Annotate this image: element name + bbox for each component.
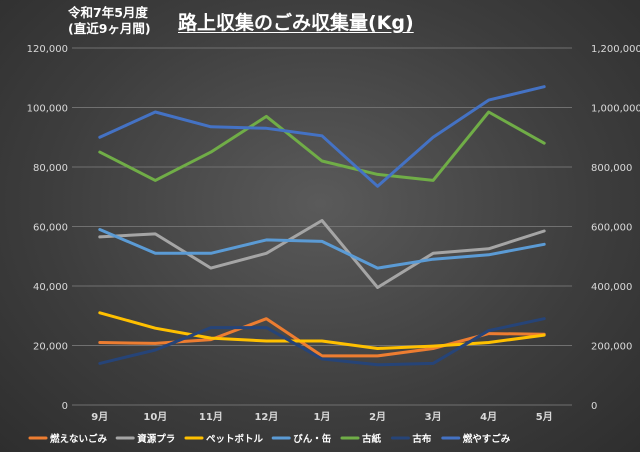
x-axis: 9月 10月 11月 12月 1月 2月 3月 4月 5月 xyxy=(91,411,552,423)
y-right-tick-label: 1,200,000 xyxy=(591,44,640,55)
series-line xyxy=(98,110,546,182)
y-right-tick-label: 0 xyxy=(591,401,597,412)
legend-label: ペットボトル xyxy=(206,433,264,445)
x-tick-label: 10月 xyxy=(143,411,167,423)
x-tick-label: 9月 xyxy=(91,411,108,423)
series-line xyxy=(98,311,546,350)
y-axis-right: 0 200,000 400,000 600,000 800,000 1,000,000 1,… xyxy=(591,44,640,412)
x-tick-label: 3月 xyxy=(425,411,442,423)
legend: 燃えないごみ 資源プラ ペットボトル びん・缶 古紙 古布 燃やすごみ xyxy=(28,433,511,445)
period-note: 令和7年5月度 (直近9ヶ月間) xyxy=(68,5,151,37)
y-axis-left: 0 20,000 40,000 60,000 80,000 100,000 120,000 xyxy=(27,44,68,412)
series-line xyxy=(98,317,546,367)
y-left-tick-label: 0 xyxy=(62,401,68,412)
x-tick-label: 1月 xyxy=(314,411,331,423)
series-line xyxy=(98,219,546,289)
y-right-tick-label: 800,000 xyxy=(591,163,632,174)
period-note-line1: 令和7年5月度 xyxy=(68,5,148,20)
period-note-line2: (直近9ヶ月間) xyxy=(68,21,151,36)
x-tick-label: 2月 xyxy=(369,411,386,423)
y-right-tick-label: 200,000 xyxy=(591,342,632,353)
series-line xyxy=(98,85,546,188)
y-right-tick-label: 600,000 xyxy=(591,223,632,234)
series-line xyxy=(98,228,546,270)
y-left-tick-label: 20,000 xyxy=(33,342,68,353)
y-left-tick-label: 100,000 xyxy=(27,104,68,115)
y-left-tick-label: 120,000 xyxy=(27,44,68,55)
x-tick-label: 11月 xyxy=(199,411,223,423)
y-left-tick-label: 40,000 xyxy=(33,282,68,293)
legend-label: 古紙 xyxy=(362,433,382,445)
legend-label: 燃えないごみ xyxy=(50,433,108,445)
legend-label: 古布 xyxy=(412,433,432,445)
y-right-tick-label: 1,000,000 xyxy=(591,104,640,115)
x-tick-label: 4月 xyxy=(480,411,497,423)
legend-label: 資源プラ xyxy=(137,433,175,445)
y-right-tick-label: 400,000 xyxy=(591,282,632,293)
x-tick-label: 12月 xyxy=(254,411,278,423)
y-left-tick-label: 60,000 xyxy=(33,223,68,234)
gridlines xyxy=(72,47,572,406)
y-left-tick-label: 80,000 xyxy=(33,163,68,174)
series-lines xyxy=(98,85,546,367)
legend-label: びん・缶 xyxy=(293,433,332,445)
legend-label: 燃やすごみ xyxy=(463,433,511,445)
chart-title: 路上収集のごみ収集量(Kg) xyxy=(178,12,414,34)
x-tick-label: 5月 xyxy=(536,411,553,423)
